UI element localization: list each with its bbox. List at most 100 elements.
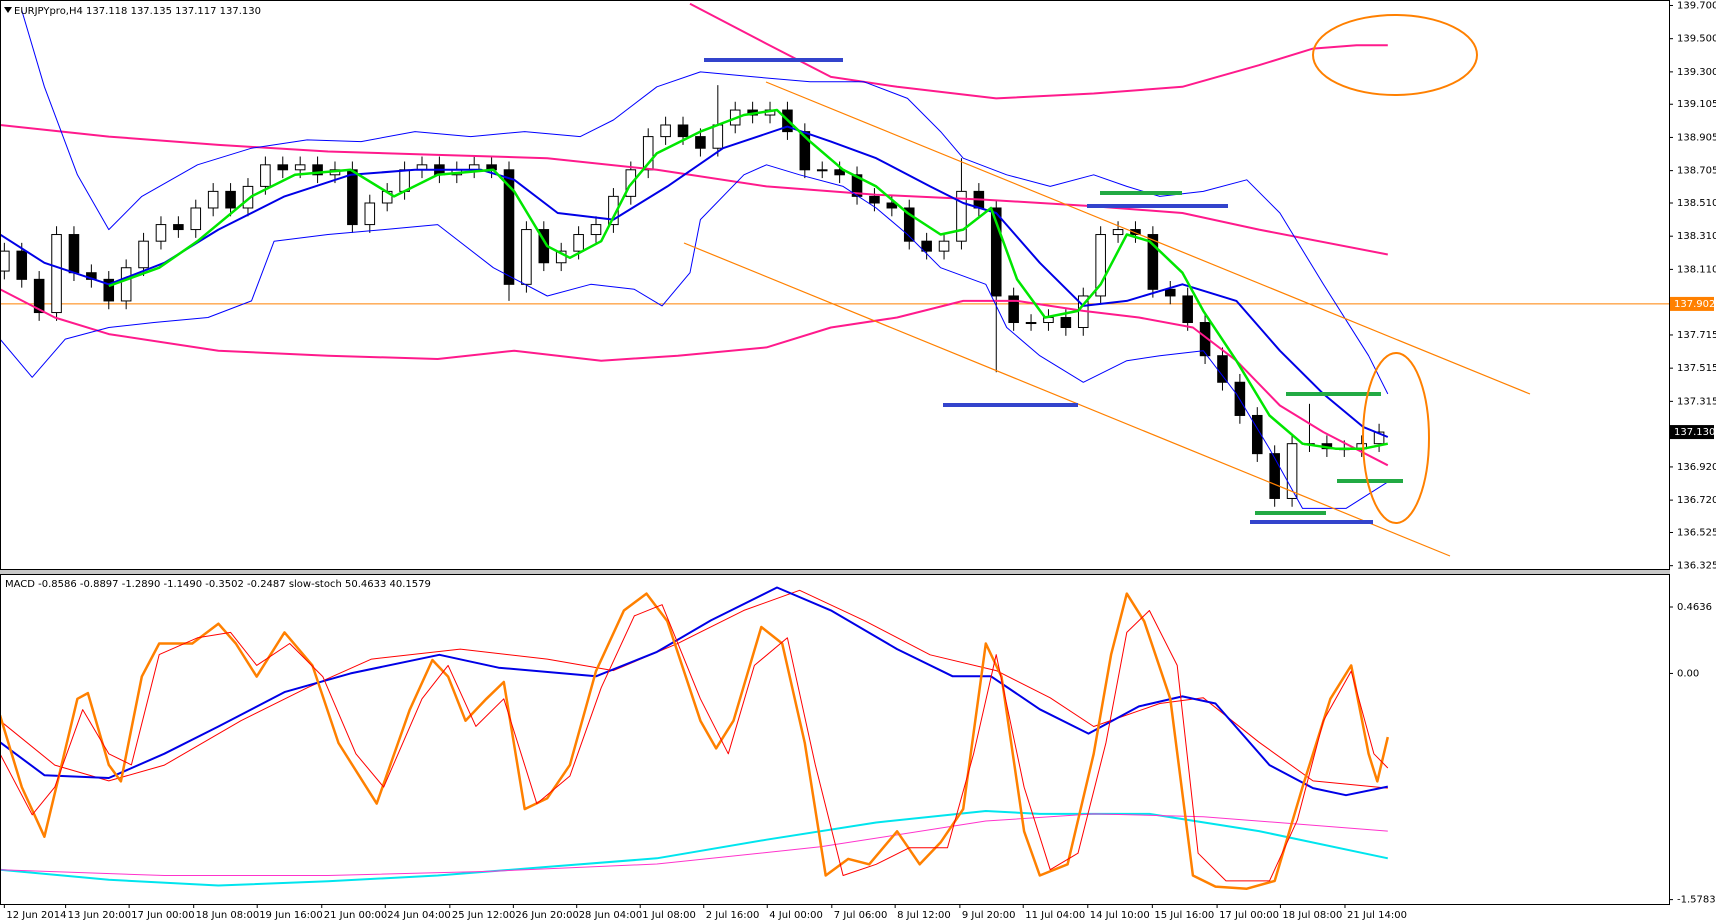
x-tick-label: 15 Jul 16:00 xyxy=(1154,910,1214,921)
y-tick-label: 136.325 xyxy=(1677,561,1716,572)
chart-title: EURJPYpro,H4 137.118 137.135 137.117 137… xyxy=(14,6,261,17)
indicator-line xyxy=(0,589,1388,789)
candle-body xyxy=(138,240,149,269)
y-tick-label: 139.700 xyxy=(1677,0,1716,11)
x-tick-label: 18 Jun 08:00 xyxy=(196,910,260,921)
y-tick-label: 137.315 xyxy=(1677,396,1716,407)
candle-body xyxy=(1251,414,1263,455)
candle-body xyxy=(120,267,132,302)
candle-body xyxy=(1164,288,1176,297)
main-panel xyxy=(0,2,1669,509)
candle-body xyxy=(1182,295,1193,324)
candle-body xyxy=(921,240,932,252)
candle-body xyxy=(1373,431,1385,445)
x-tick-label: 18 Jul 08:00 xyxy=(1282,910,1342,921)
y-tick-label: 136.525 xyxy=(1677,527,1716,538)
candle-body xyxy=(190,207,202,231)
x-tick-label: 17 Jun 00:00 xyxy=(131,910,195,921)
y-tick-label: 138.110 xyxy=(1677,264,1716,275)
candle-body xyxy=(660,124,671,138)
candle-body xyxy=(1112,229,1124,236)
y-tick-label: -1.5783 xyxy=(1677,895,1716,906)
x-tick-label: 19 Jun 16:00 xyxy=(259,910,323,921)
x-tick-label: 4 Jul 00:00 xyxy=(769,910,823,921)
candle-body xyxy=(1130,229,1141,236)
last-price-label: 137.130 xyxy=(1674,427,1715,438)
indicator-title: MACD -0.8586 -0.8897 -1.2890 -1.1490 -0.… xyxy=(5,579,431,590)
x-tick-label: 9 Jul 20:00 xyxy=(962,910,1016,921)
level-label: 137.902 xyxy=(1674,299,1715,310)
candle-body xyxy=(869,195,880,204)
y-tick-label: 138.310 xyxy=(1677,231,1716,242)
candle-body xyxy=(695,136,706,149)
candle-body xyxy=(68,234,80,274)
candle-body xyxy=(277,164,289,171)
candle-body xyxy=(1147,234,1159,290)
x-tick-label: 7 Jul 06:00 xyxy=(834,910,888,921)
y-tick-label: 138.905 xyxy=(1677,132,1716,143)
candle-body xyxy=(173,224,184,231)
indicator-panel xyxy=(0,586,1390,890)
candle-body xyxy=(712,124,724,149)
symbol-icon xyxy=(4,7,12,13)
candle-body xyxy=(816,169,828,172)
candle-body xyxy=(1060,317,1072,328)
indicator-line xyxy=(0,810,1389,887)
x-tick-label: 25 Jun 12:00 xyxy=(452,910,516,921)
candle-body xyxy=(956,190,967,242)
y-tick-label: 138.510 xyxy=(1677,198,1716,209)
x-tick-label: 21 Jun 00:00 xyxy=(324,910,388,921)
x-tick-label: 1 Jul 08:00 xyxy=(642,910,696,921)
main-frame xyxy=(0,0,1670,570)
candle-body xyxy=(399,169,410,192)
candle-body xyxy=(294,164,306,171)
candle-body xyxy=(1199,322,1211,357)
candle-body xyxy=(1025,322,1037,325)
indicator-line xyxy=(0,124,1388,256)
candle-body xyxy=(347,169,358,226)
lower-frame xyxy=(0,574,1670,905)
x-tick-label: 13 Jun 20:00 xyxy=(68,910,132,921)
last-price-box xyxy=(1670,425,1714,440)
x-tick-label: 28 Jun 04:00 xyxy=(579,910,643,921)
frame xyxy=(0,0,1670,905)
candle-body xyxy=(260,164,271,187)
x-tick-label: 12 Jun 2014 xyxy=(6,910,66,921)
y-tick-label: 138.705 xyxy=(1677,166,1716,177)
candle-body xyxy=(1217,355,1228,383)
x-tick-label: 26 Jun 20:00 xyxy=(515,910,579,921)
candle-body xyxy=(938,240,950,252)
indicator-line xyxy=(0,604,1389,882)
candle-body xyxy=(903,207,915,242)
indicator-line xyxy=(108,108,1389,450)
y-tick-label: 137.515 xyxy=(1677,363,1716,374)
y-tick-label: 139.500 xyxy=(1677,34,1716,45)
candle-body xyxy=(1008,295,1019,324)
candle-body xyxy=(51,234,62,314)
candle-body xyxy=(242,185,254,209)
level-label-box xyxy=(1670,296,1714,311)
y-tick-label: 136.720 xyxy=(1677,495,1716,506)
candle-body xyxy=(573,234,584,252)
x-tick-label: 17 Jul 00:00 xyxy=(1219,910,1279,921)
candle-body xyxy=(155,224,167,242)
panel-separator xyxy=(0,570,1670,574)
y-tick-label: 137.715 xyxy=(1677,330,1716,341)
candle-body xyxy=(1095,234,1106,297)
indicator-line xyxy=(0,288,1389,467)
x-tick-label: 21 Jul 14:00 xyxy=(1347,910,1407,921)
candle-body xyxy=(1269,453,1280,499)
candle-body xyxy=(886,202,898,209)
y-tick-label: 136.920 xyxy=(1677,462,1716,473)
candle-body xyxy=(103,278,115,302)
channel-upper xyxy=(765,81,1531,395)
candle-body xyxy=(33,278,45,314)
y-tick-label: 0.4636 xyxy=(1677,602,1712,613)
candle-body xyxy=(16,250,28,280)
x-tick-label: 11 Jul 04:00 xyxy=(1025,910,1085,921)
channel-lower xyxy=(683,242,1451,557)
x-tick-label: 2 Jul 16:00 xyxy=(706,910,760,921)
candle-body xyxy=(590,224,602,236)
